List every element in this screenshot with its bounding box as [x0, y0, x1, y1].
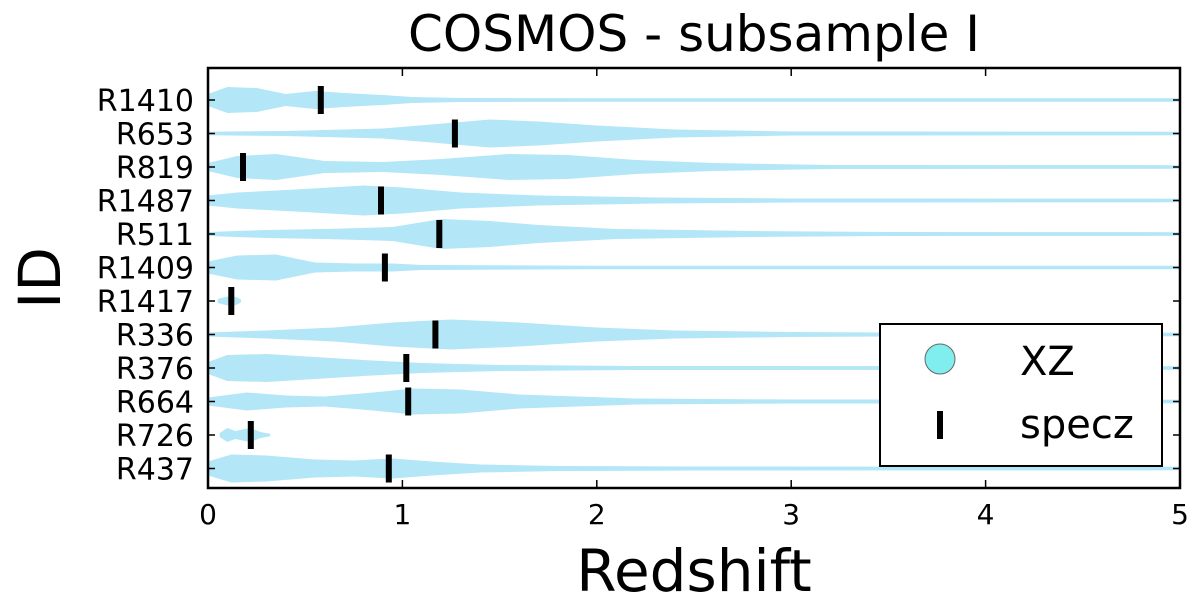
violin-R1409: [208, 254, 1180, 281]
y-tick-label: R819: [116, 151, 194, 186]
y-tick-label: R376: [116, 352, 194, 387]
y-tick-label: R726: [116, 419, 194, 454]
chart-title: COSMOS - subsample I: [408, 5, 980, 63]
y-tick-label: R1410: [97, 84, 194, 119]
violin-R1410: [208, 87, 1180, 113]
specz-markers: [228, 86, 458, 483]
y-tick-label: R1417: [97, 285, 194, 320]
specz-marker-R437: [385, 454, 392, 483]
y-tick-label: R336: [116, 319, 194, 354]
violin-R726: [219, 428, 271, 442]
x-tick-label: 5: [1171, 498, 1189, 531]
x-axis-ticks: 0 1 2 3 4 5: [199, 68, 1189, 531]
violin-R664: [208, 388, 1180, 415]
x-tick-label: 3: [782, 498, 800, 531]
specz-marker-R1487: [378, 186, 384, 215]
specz-marker-R1417: [228, 287, 235, 315]
y-tick-label: R1487: [97, 185, 194, 220]
x-tick-label: 1: [393, 498, 411, 531]
legend-box: [879, 323, 1163, 467]
specz-marker-R653: [451, 119, 458, 148]
y-axis-label-text: ID: [6, 247, 74, 309]
y-axis-ticks: R1410R653R819R1487R511R1409R1417R336R376…: [97, 84, 1180, 488]
specz-marker-R511: [436, 220, 443, 248]
x-tick-label: 2: [588, 498, 606, 531]
violin-R819: [208, 154, 1180, 180]
plot-frame: [206, 66, 1182, 490]
specz-marker-R726: [247, 421, 254, 449]
legend-xz-label: XZ: [1020, 339, 1075, 385]
legend-specz-label: specz: [1020, 402, 1134, 448]
legend-xz-marker: [924, 343, 956, 375]
violin-R437: [208, 454, 1180, 483]
violin-R376: [208, 354, 1180, 382]
legend: XZ specz: [879, 323, 1163, 467]
specz-marker-R819: [240, 153, 246, 181]
violin-R1487: [208, 185, 1180, 216]
xz-violins: [208, 87, 1180, 483]
y-tick-label: R511: [116, 218, 194, 253]
x-tick-label: 0: [199, 498, 217, 531]
specz-marker-R664: [405, 387, 412, 416]
legend-specz-marker: [937, 411, 943, 439]
specz-marker-R1409: [381, 253, 388, 282]
y-tick-label: R653: [116, 118, 194, 153]
y-tick-label: R437: [116, 453, 194, 488]
specz-marker-R376: [403, 354, 410, 382]
y-tick-label: R1409: [97, 252, 194, 287]
x-axis-label: Redshift: [576, 537, 812, 605]
specz-marker-R336: [432, 320, 439, 349]
violin-R511: [208, 219, 1180, 249]
specz-marker-R1410: [317, 86, 324, 114]
x-tick-label: 4: [977, 498, 995, 531]
y-tick-label: R664: [116, 386, 194, 421]
violin-R653: [208, 119, 1180, 148]
violin-R336: [208, 319, 1180, 350]
